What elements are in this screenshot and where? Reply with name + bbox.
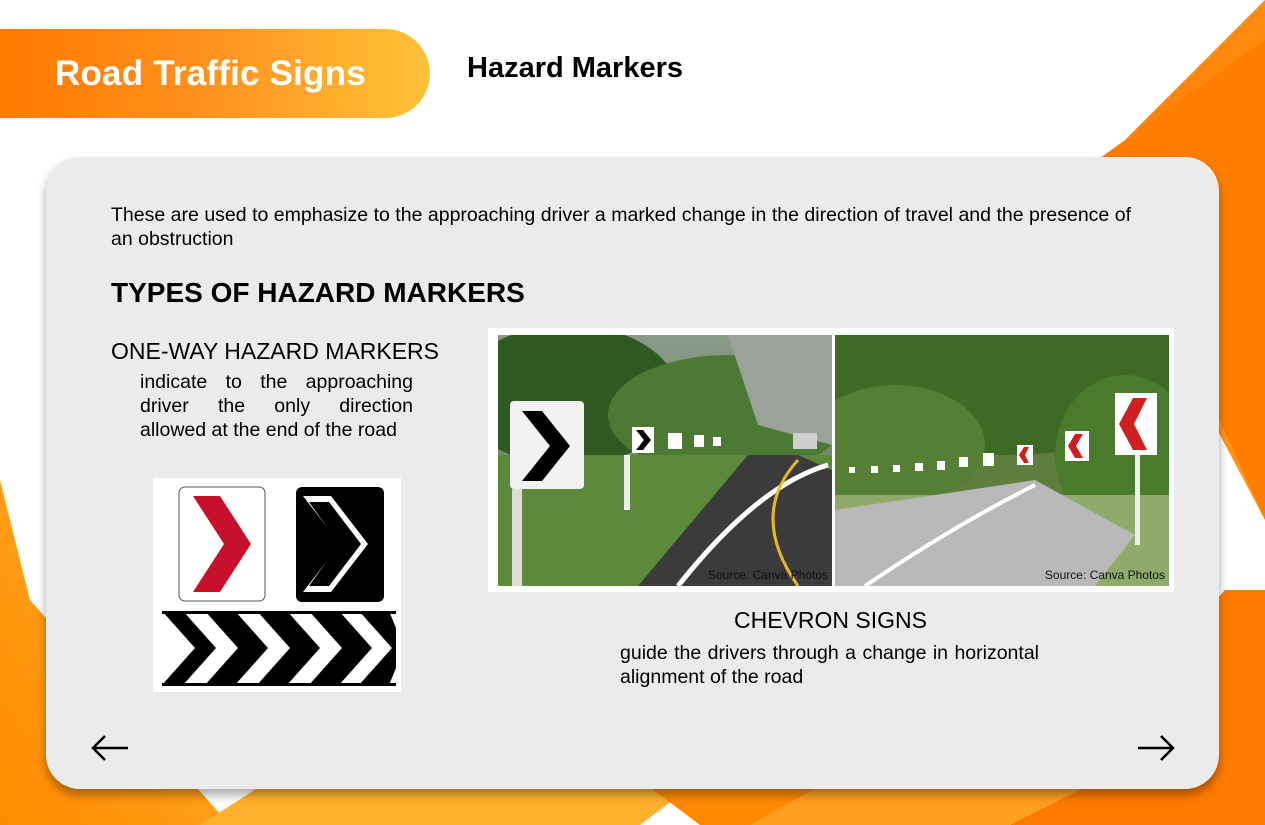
arrow-left-icon [91,735,128,761]
app-title: Road Traffic Signs [55,53,366,93]
road-photo-black-chevrons: Source: Canva Photos [498,335,832,586]
content-card: These are used to emphasize to the appro… [46,157,1219,789]
photo-caption: Source: Canva Photos [1044,568,1165,582]
red-chevron-icon [193,496,251,592]
photo-caption: Source: Canva Photos [707,568,828,582]
intro-text: These are used to emphasize to the appro… [111,204,1131,250]
one-way-description: indicate to the approaching driver the o… [140,371,413,441]
one-way-marker-illustration [153,478,401,692]
page-title: Hazard Markers [467,52,683,84]
header-banner: Road Traffic Signs [0,29,430,118]
multi-chevron-board-icon [162,611,396,686]
road-photo-red-chevrons: Source: Canva Photos [835,335,1169,586]
hazard-marker-icons [162,486,396,686]
next-button[interactable] [1136,730,1176,766]
one-way-heading: ONE-WAY HAZARD MARKERS [111,338,439,364]
chevron-description: guide the drivers through a change in ho… [620,642,1039,688]
chevron-photos: Source: Canva Photos [488,328,1174,592]
chevron-heading: CHEVRON SIGNS [734,607,927,633]
arrow-right-icon [1138,735,1175,761]
section-heading: TYPES OF HAZARD MARKERS [111,277,525,308]
previous-button[interactable] [90,730,130,766]
